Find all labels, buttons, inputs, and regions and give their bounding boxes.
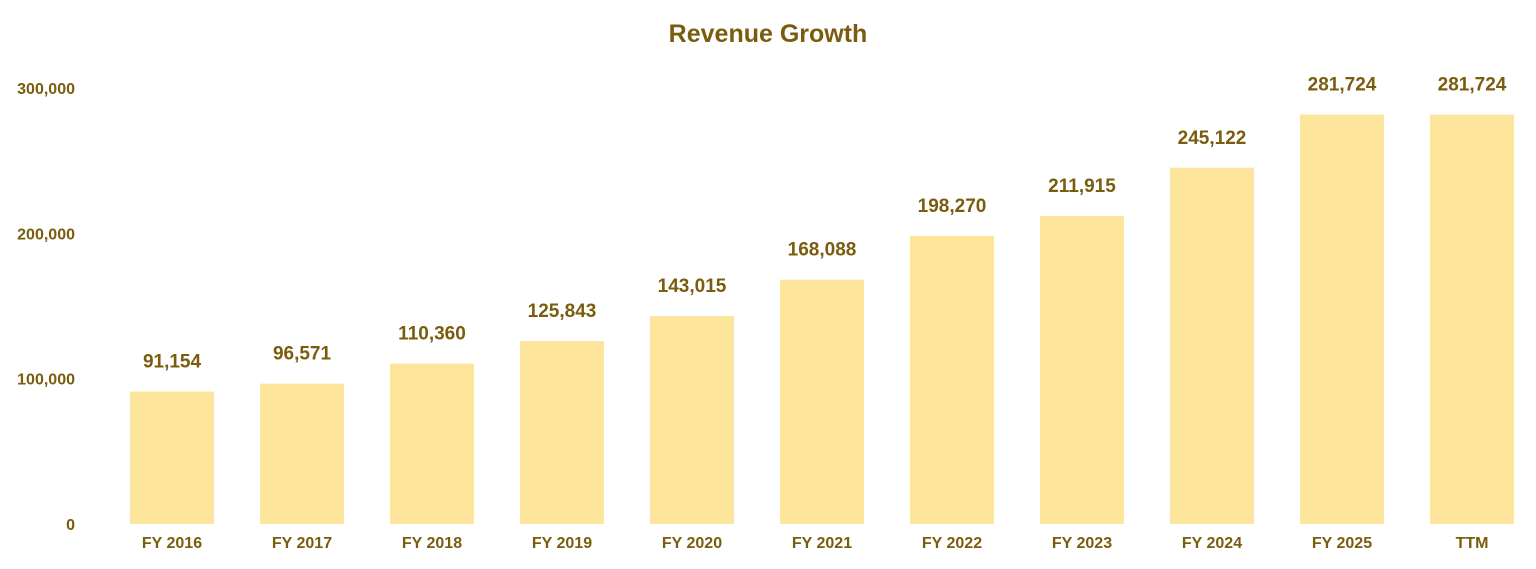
bar-value-label: 125,843 [528, 301, 597, 322]
bar-value-label: 281,724 [1438, 75, 1507, 96]
bar-value-label: 245,122 [1178, 128, 1247, 149]
x-tick-label: FY 2018 [402, 535, 462, 552]
bar [650, 316, 734, 524]
chart-title: Revenue Growth [668, 20, 868, 48]
y-tick-label: 200,000 [17, 226, 75, 243]
bar [780, 279, 864, 524]
x-tick-label: FY 2022 [922, 535, 982, 552]
bar-value-label: 96,571 [273, 344, 332, 365]
y-axis: 0 100,000 200,000 300,000 [17, 81, 75, 534]
x-tick-label: FY 2023 [1052, 535, 1112, 552]
y-tick-label: 0 [66, 517, 75, 534]
bar [1040, 216, 1124, 525]
y-tick-label: 100,000 [17, 372, 75, 389]
x-tick-label: FY 2019 [532, 535, 592, 552]
x-axis: FY 2016 FY 2017 FY 2018 FY 2019 FY 2020 FY 20… [142, 535, 1489, 552]
bar [1430, 114, 1514, 524]
bars [130, 114, 1514, 525]
bar [910, 235, 994, 524]
value-labels: 91,154 96,571 110,360 125,843 143,015 168,088… [143, 75, 1507, 373]
bar-value-label: 110,360 [398, 324, 466, 345]
bar [520, 341, 604, 524]
bar-value-label: 143,015 [658, 276, 727, 297]
x-tick-label: FY 2016 [142, 535, 202, 552]
bar [390, 363, 474, 524]
bar [1170, 167, 1254, 524]
bar [260, 383, 344, 524]
y-tick-label: 300,000 [17, 81, 75, 98]
bar [1300, 114, 1384, 524]
bar-value-label: 281,724 [1308, 75, 1377, 96]
x-tick-label: FY 2017 [272, 535, 332, 552]
x-tick-label: FY 2021 [792, 535, 852, 552]
x-tick-label: TTM [1456, 535, 1489, 552]
bar [130, 391, 214, 524]
bar-value-label: 211,915 [1048, 176, 1116, 197]
x-tick-label: FY 2020 [662, 535, 722, 552]
x-tick-label: FY 2025 [1312, 535, 1372, 552]
bar-value-label: 168,088 [788, 240, 857, 261]
x-tick-label: FY 2024 [1182, 535, 1242, 552]
bar-value-label: 198,270 [918, 196, 987, 217]
bar-value-label: 91,154 [143, 352, 202, 373]
